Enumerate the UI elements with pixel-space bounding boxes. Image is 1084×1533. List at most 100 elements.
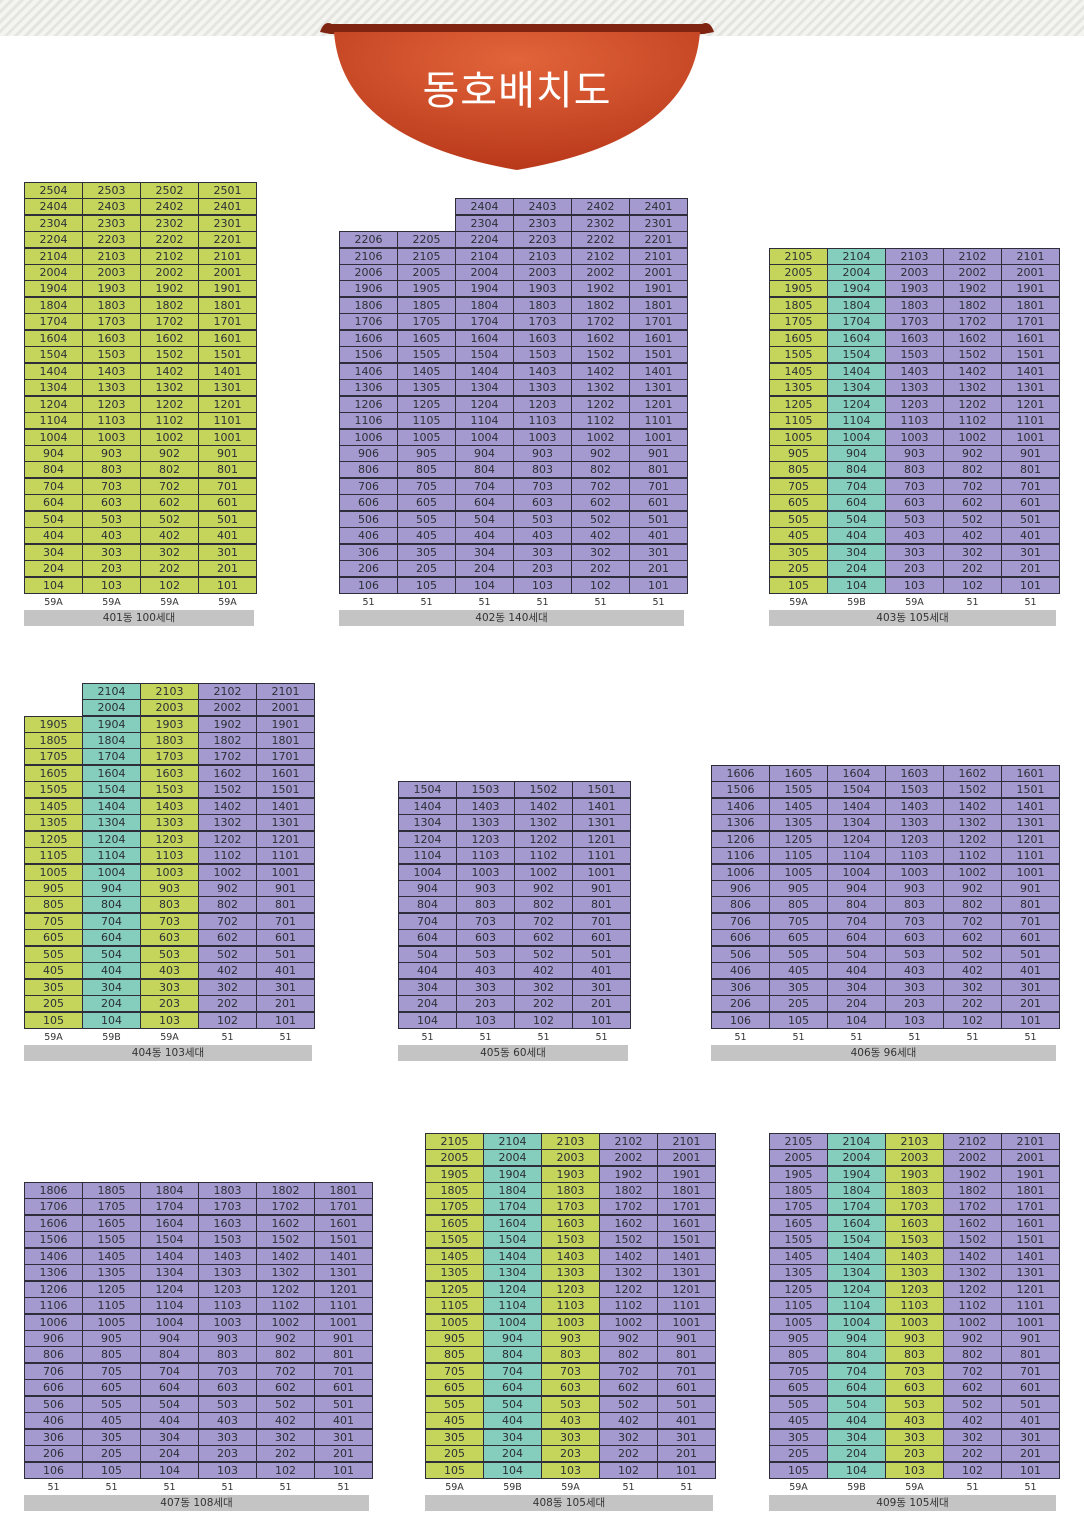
unit-cell: 1606 <box>24 1214 83 1232</box>
unit-cell: 1103 <box>885 847 944 864</box>
unit-cell: 1502 <box>943 1231 1002 1249</box>
unit-cell: 2304 <box>24 214 83 232</box>
unit-cell: 604 <box>24 494 83 512</box>
unit-cell: 602 <box>571 494 630 512</box>
unit-cell: 1905 <box>24 715 83 733</box>
unit-type-label: 51 <box>163 1482 176 1493</box>
unit-cell: 602 <box>943 929 1002 947</box>
unit-cell: 303 <box>456 978 515 996</box>
unit-cell: 201 <box>314 1445 373 1463</box>
unit-cell: 2105 <box>769 1132 828 1150</box>
unit-cell: 2004 <box>483 1149 542 1166</box>
unit-cell: 1302 <box>943 379 1002 397</box>
unit-cell: 1704 <box>827 1198 886 1216</box>
unit-cell: 1904 <box>455 280 514 298</box>
unit-cell: 1104 <box>24 412 83 430</box>
unit-cell: 1004 <box>827 1313 886 1331</box>
unit-cell: 1303 <box>885 1264 944 1282</box>
unit-cell: 602 <box>943 1379 1002 1397</box>
unit-cell: 1303 <box>885 814 944 832</box>
unit-cell: 902 <box>943 445 1002 462</box>
unit-cell: 1902 <box>571 280 630 298</box>
unit-cell: 1805 <box>82 1181 141 1199</box>
unit-cell: 1104 <box>82 847 141 864</box>
unit-cell: 1202 <box>514 830 573 848</box>
unit-cell: 1706 <box>24 1198 83 1216</box>
unit-cell: 1502 <box>599 1231 658 1249</box>
unit-cell: 1302 <box>571 379 630 397</box>
unit-cell: 1505 <box>397 346 456 364</box>
unit-type-label: 51 <box>279 1482 292 1493</box>
unit-cell: 1804 <box>483 1181 542 1199</box>
unit-cell: 304 <box>827 1428 886 1446</box>
unit-cell: 804 <box>827 1346 886 1364</box>
unit-cell: 1901 <box>657 1165 716 1183</box>
unit-cell: 2001 <box>657 1149 716 1166</box>
unit-cell: 1301 <box>256 814 315 832</box>
unit-cell: 101 <box>314 1461 373 1479</box>
unit-cell: 1405 <box>425 1247 484 1265</box>
unit-cell: 1301 <box>314 1264 373 1282</box>
unit-type-label: 59B <box>503 1482 522 1493</box>
unit-cell: 104 <box>24 576 83 594</box>
unit-cell: 1604 <box>483 1214 542 1232</box>
unit-cell: 1001 <box>256 863 315 881</box>
unit-cell: 1606 <box>339 329 398 347</box>
unit-cell: 1703 <box>885 313 944 331</box>
unit-cell: 402 <box>140 527 199 545</box>
unit-cell: 503 <box>140 945 199 963</box>
unit-type-label: 51 <box>1024 1032 1037 1043</box>
unit-cell: 904 <box>827 880 886 897</box>
unit-cell: 2104 <box>483 1132 542 1150</box>
unit-cell: 202 <box>943 1445 1002 1463</box>
unit-cell: 101 <box>572 1011 631 1029</box>
unit-cell: 1003 <box>541 1313 600 1331</box>
unit-cell: 501 <box>198 510 257 528</box>
unit-cell: 1203 <box>885 395 944 413</box>
unit-cell: 503 <box>885 1395 944 1413</box>
unit-cell: 1903 <box>885 1165 944 1183</box>
building-label-bar: 406동 96세대 <box>711 1045 1056 1061</box>
unit-cell: 104 <box>827 1011 886 1029</box>
unit-cell: 702 <box>943 477 1002 495</box>
unit-cell: 903 <box>198 1330 257 1347</box>
unit-cell: 604 <box>140 1379 199 1397</box>
unit-cell: 403 <box>456 962 515 980</box>
unit-cell: 1706 <box>339 313 398 331</box>
unit-cell: 605 <box>397 494 456 512</box>
unit-cell: 506 <box>24 1395 83 1413</box>
unit-cell: 801 <box>256 896 315 914</box>
unit-cell: 1603 <box>82 329 141 347</box>
unit-cell: 603 <box>140 929 199 947</box>
unit-cell: 2003 <box>513 264 572 281</box>
unit-type-label: 59A <box>445 1482 464 1493</box>
unit-cell: 406 <box>711 962 770 980</box>
unit-cell: 2005 <box>769 1149 828 1166</box>
unit-cell: 1503 <box>198 1231 257 1249</box>
unit-cell: 1205 <box>24 830 83 848</box>
building-label-bar: 403동 105세대 <box>769 610 1056 626</box>
unit-cell: 1604 <box>827 329 886 347</box>
unit-cell: 504 <box>827 1395 886 1413</box>
unit-cell: 203 <box>885 1445 944 1463</box>
unit-cell: 1704 <box>455 313 514 331</box>
unit-cell: 1105 <box>397 412 456 430</box>
unit-cell: 1501 <box>1001 346 1060 364</box>
unit-cell: 1601 <box>657 1214 716 1232</box>
unit-cell: 103 <box>140 1011 199 1029</box>
unit-cell: 303 <box>885 978 944 996</box>
unit-cell: 1202 <box>943 830 1002 848</box>
unit-cell: 1405 <box>769 797 828 815</box>
unit-cell: 1004 <box>827 863 886 881</box>
unit-cell: 1903 <box>82 280 141 298</box>
unit-cell: 1502 <box>943 346 1002 364</box>
unit-cell: 2005 <box>769 264 828 281</box>
unit-cell: 904 <box>827 1330 886 1347</box>
unit-cell: 802 <box>256 1346 315 1364</box>
building-label-bar: 404동 103세대 <box>24 1045 312 1061</box>
unit-cell: 603 <box>198 1379 257 1397</box>
unit-cell: 802 <box>943 896 1002 914</box>
unit-cell: 303 <box>541 1428 600 1446</box>
unit-cell: 1101 <box>572 847 631 864</box>
unit-cell: 605 <box>82 1379 141 1397</box>
